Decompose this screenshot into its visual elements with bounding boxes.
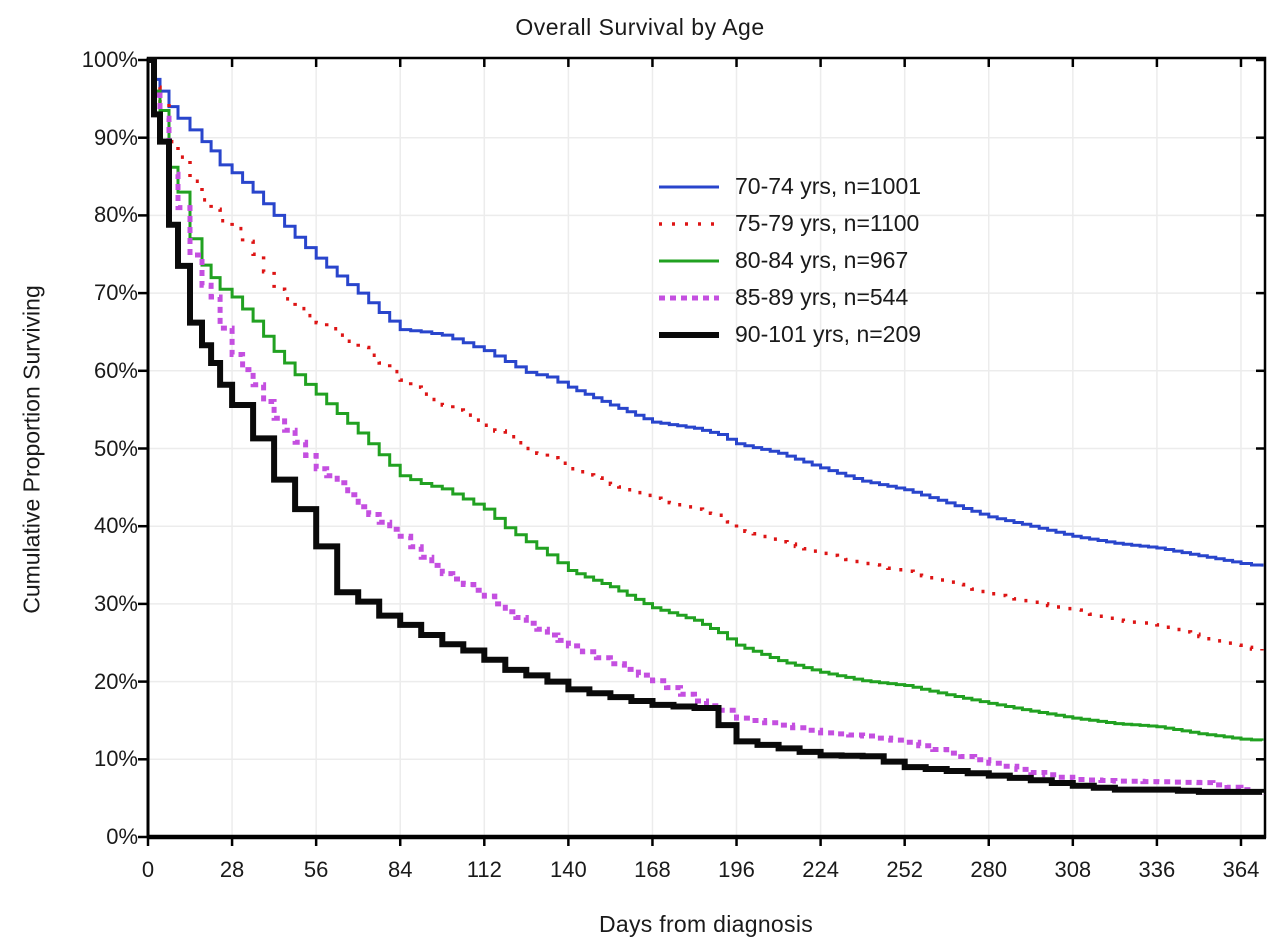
legend-label: 70-74 yrs, n=1001 xyxy=(735,173,922,199)
survival-curve-80-84yrs xyxy=(148,58,1264,742)
x-tick-label: 168 xyxy=(634,857,671,882)
x-tick-label: 280 xyxy=(970,857,1008,882)
x-tick-label: 336 xyxy=(1138,857,1176,882)
legend: 70-74 yrs, n=1001 75-79 yrs, n=1100 80-84 … xyxy=(658,168,921,353)
legend-label: 75-79 yrs, n=1100 xyxy=(735,210,920,236)
x-tick-label: 252 xyxy=(886,857,924,882)
legend-label: 85-89 yrs, n=544 xyxy=(735,284,909,310)
x-tick-label: 84 xyxy=(387,857,413,882)
legend-item: 75-79 yrs, n=1100 xyxy=(658,205,921,242)
legend-item: 85-89 yrs, n=544 xyxy=(658,279,921,316)
x-tick-label: 112 xyxy=(466,857,502,882)
survival-curve-75-79yrs xyxy=(148,58,1264,651)
legend-line-swatch-icon xyxy=(658,291,720,305)
x-tick-label: 364 xyxy=(1222,857,1260,882)
y-tick-label: 90% xyxy=(93,124,138,150)
x-tick-label: 28 xyxy=(219,857,245,882)
x-tick-label: 0 xyxy=(141,857,155,882)
y-tick-label: 20% xyxy=(93,668,138,694)
y-tick-label: 50% xyxy=(93,435,138,461)
legend-label: 80-84 yrs, n=967 xyxy=(735,247,909,273)
y-tick-label: 100% xyxy=(81,47,138,72)
y-tick-label: 80% xyxy=(93,202,138,228)
chart-title: Overall Survival by Age xyxy=(515,14,765,40)
legend-line-swatch-icon xyxy=(658,254,720,268)
y-tick-label: 60% xyxy=(93,357,138,383)
legend-item: 90-101 yrs, n=209 xyxy=(658,316,921,353)
survival-curve-85-89yrs xyxy=(148,57,1265,795)
legend-item: 80-84 yrs, n=967 xyxy=(658,242,921,279)
legend-label: 90-101 yrs, n=209 xyxy=(735,321,922,347)
survival-curve-90-101yrs xyxy=(148,57,1265,795)
x-tick-label: 140 xyxy=(550,857,587,882)
legend-line-swatch-icon xyxy=(658,328,720,342)
legend-item: 70-74 yrs, n=1001 xyxy=(658,168,921,205)
y-tick-label: 40% xyxy=(93,513,138,539)
x-tick-label: 224 xyxy=(802,857,839,882)
x-tick-label: 196 xyxy=(718,857,755,882)
y-tick-label: 10% xyxy=(93,746,138,772)
x-tick-label: 56 xyxy=(303,857,329,882)
legend-line-swatch-icon xyxy=(658,217,720,231)
y-tick-label: 30% xyxy=(93,590,138,616)
x-axis-title: Days from diagnosis xyxy=(598,911,814,937)
legend-line-swatch-icon xyxy=(658,180,720,194)
y-tick-label: 70% xyxy=(93,280,138,306)
y-tick-label: 0% xyxy=(106,824,138,849)
survival-curve-70-74yrs xyxy=(148,58,1264,567)
x-tick-label: 308 xyxy=(1054,857,1092,882)
